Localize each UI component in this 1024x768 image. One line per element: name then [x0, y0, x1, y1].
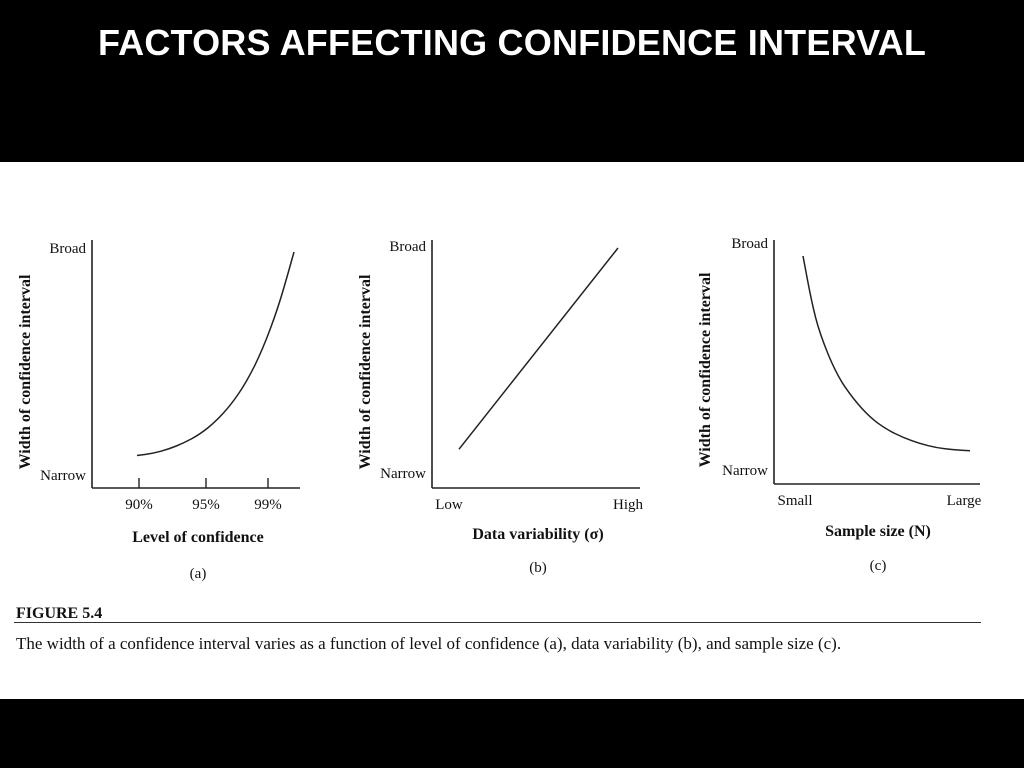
panel-a-y-axis-title: Width of confidence interval [17, 274, 34, 469]
panel-b-y-tick-broad: Broad [389, 239, 426, 255]
panel-a-curve [136, 251, 295, 457]
confidence-interval-charts: Broad Narrow Width of confidence interval 9… [17, 236, 982, 582]
panel-a-x-axis-title: Level of confidence [132, 529, 264, 546]
panel-a-y-tick-broad: Broad [49, 241, 86, 257]
panel-b-curve [458, 247, 619, 450]
panel-c-y-axis-title: Width of confidence interval [697, 272, 714, 467]
panel-c-x-tick-label: Large [947, 493, 982, 509]
panel-b-y-tick-narrow: Narrow [380, 466, 426, 482]
panel-a-label: (a) [190, 566, 207, 582]
panel-b-x-tick-label: High [613, 497, 644, 513]
panel-a-x-tick-label: 99% [254, 497, 282, 513]
panel-a-x-tick-label: 95% [192, 497, 220, 513]
figure-area: Broad Narrow Width of confidence interval 9… [0, 162, 1024, 699]
figure-divider [14, 622, 981, 623]
slide-title: FACTORS AFFECTING CONFIDENCE INTERVAL [97, 22, 927, 63]
panel-c-y-tick-broad: Broad [731, 236, 768, 252]
panel-b-x-axis-title: Data variability (σ) [472, 526, 603, 543]
panel-a-y-tick-narrow: Narrow [40, 468, 86, 484]
panel-c-curve [802, 255, 971, 452]
panel-c-x-tick-label: Small [777, 493, 812, 509]
panel-a-x-tick-label: 90% [125, 497, 153, 513]
panel-c-x-axis-title: Sample size (N) [825, 523, 931, 540]
panel-b-y-axis-title: Width of confidence interval [357, 274, 374, 469]
panel-b-x-tick-label: Low [435, 497, 463, 513]
figure-label: FIGURE 5.4 [16, 605, 103, 622]
panel-b-label: (b) [529, 560, 547, 576]
panel-c-y-tick-narrow: Narrow [722, 463, 768, 479]
figure-caption: The width of a confidence interval varie… [16, 634, 842, 653]
panel-c-label: (c) [870, 558, 887, 574]
